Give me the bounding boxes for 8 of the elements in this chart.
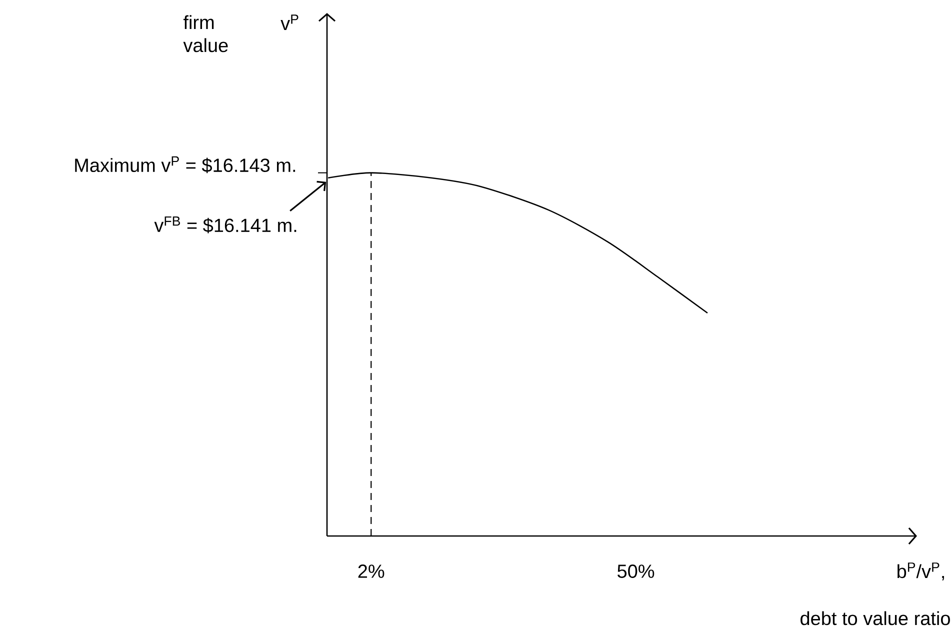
text: Maximum v$^{P}$ = $16.143 m. [75, 156, 296, 174]
text: debt to value ratio [800, 611, 950, 626]
x-tick-label: 50% [618, 564, 654, 578]
annotation: v$^{FB}$ = $16.141 m. [154, 216, 296, 234]
text: firm value [183, 15, 228, 52]
x-axis-title: b$^{P}$/v$^{P}$, [898, 562, 944, 580]
x-tick-label: 2% [358, 564, 384, 578]
text: v$^{P}$ [280, 14, 298, 30]
